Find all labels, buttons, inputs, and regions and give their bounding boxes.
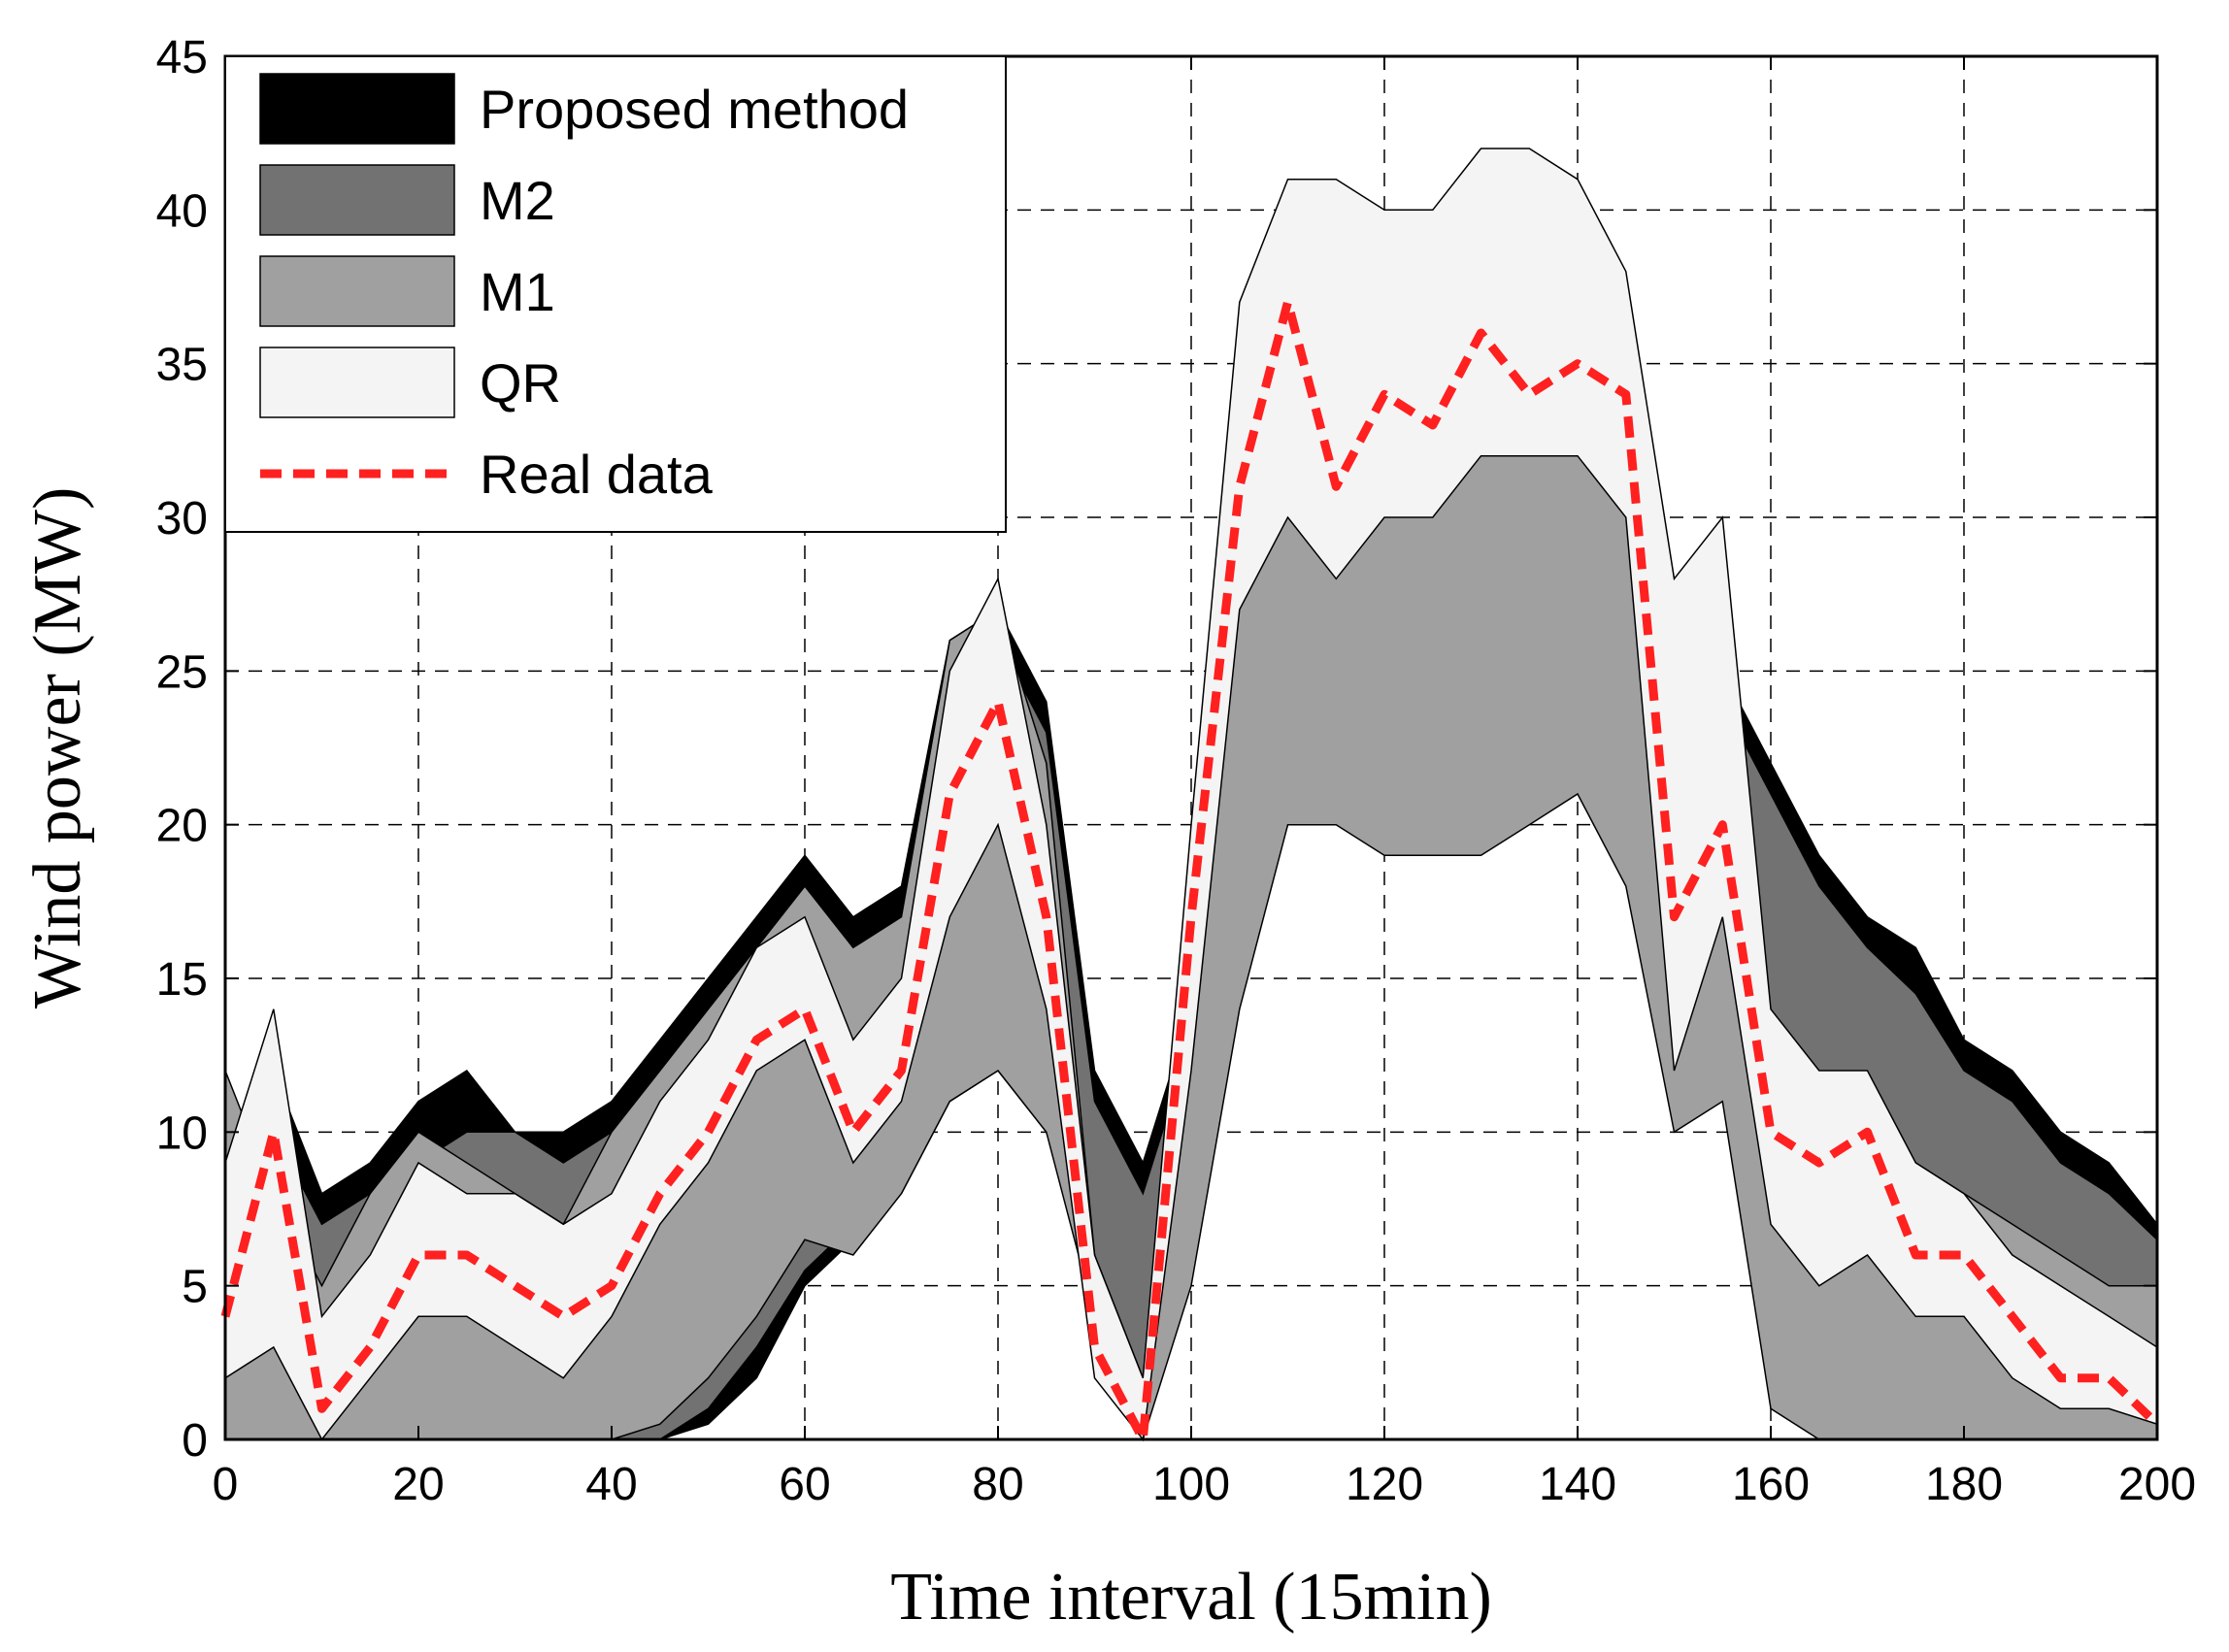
legend-swatch-proposed-method	[259, 73, 455, 145]
real-data-line	[220, 297, 2161, 1444]
x-tick-label: 100	[1152, 1459, 1230, 1510]
legend-label-qr: QR	[480, 352, 561, 413]
y-tick-label: 15	[156, 954, 208, 1006]
axis-ticks: 0 20 40 60 80 100 120 140 160 180 200 0 5 10 15 20 25 30 3…	[156, 32, 2196, 1510]
x-tick-label: 200	[2118, 1459, 2196, 1510]
y-axis-title: Wind power (MW)	[20, 487, 95, 1009]
legend-label-proposed-method: Proposed method	[480, 79, 909, 140]
x-tick-label: 80	[972, 1459, 1023, 1510]
legend-label-m1: M1	[480, 261, 555, 322]
legend-swatch-m2	[259, 164, 455, 236]
y-tick-label: 10	[156, 1107, 208, 1159]
y-tick-label: 35	[156, 340, 208, 391]
legend-label-m2: M2	[480, 170, 555, 231]
y-tick-label: 25	[156, 646, 208, 698]
x-tick-label: 20	[392, 1459, 444, 1510]
y-tick-label: 0	[182, 1415, 208, 1467]
legend-swatch-qr	[259, 347, 455, 418]
legend: Proposed method M2 M1 QR Real data	[224, 55, 1007, 533]
y-tick-label: 40	[156, 185, 208, 237]
x-tick-label: 120	[1346, 1459, 1423, 1510]
y-tick-label: 20	[156, 801, 208, 852]
y-tick-label: 30	[156, 493, 208, 545]
x-tick-label: 160	[1732, 1459, 1810, 1510]
x-tick-label: 0	[213, 1459, 239, 1510]
legend-label-real-data: Real data	[480, 444, 714, 505]
x-axis-title: Time interval (15min)	[890, 1560, 1492, 1635]
y-tick-label: 45	[156, 32, 208, 83]
x-tick-label: 60	[779, 1459, 830, 1510]
real-data-polyline	[220, 297, 2161, 1444]
x-tick-label: 40	[585, 1459, 637, 1510]
y-tick-label: 5	[182, 1262, 208, 1313]
x-tick-label: 180	[1925, 1459, 2003, 1510]
legend-swatch-m1	[259, 255, 455, 327]
x-tick-label: 140	[1539, 1459, 1616, 1510]
